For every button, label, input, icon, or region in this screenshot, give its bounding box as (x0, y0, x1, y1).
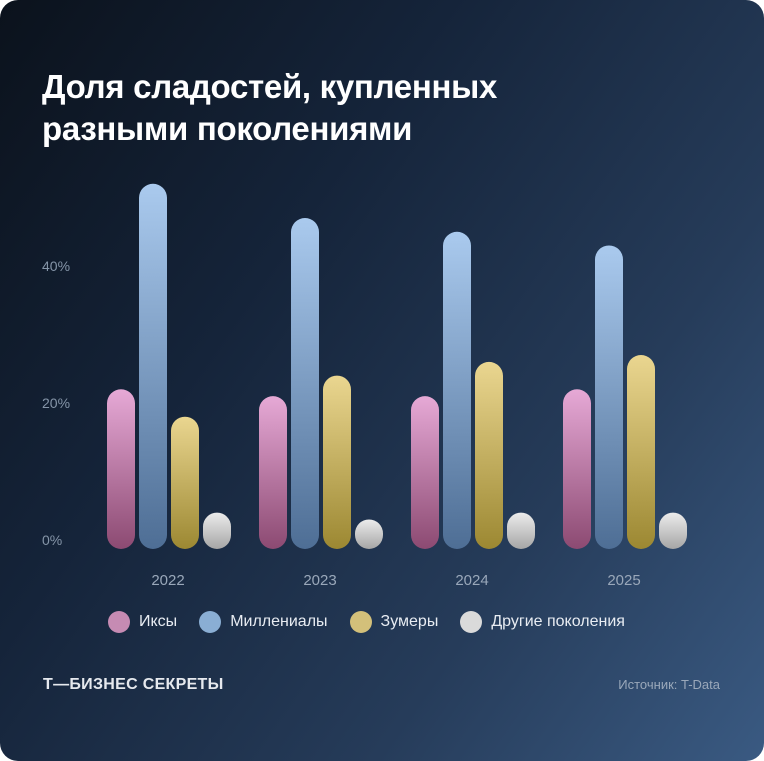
bar-Миллениалы-2025 (595, 245, 623, 549)
title-line-1: Доля сладостей, купленных (42, 68, 498, 105)
bar-chart: 0% 20% 40% 2022 2023 2024 2025 (42, 183, 687, 589)
x-tick-label: 2024 (455, 572, 488, 589)
title-line-2: разными поколениями (42, 110, 413, 147)
bar-Миллениалы-2023 (291, 218, 319, 550)
bar-Иксы-2025 (563, 389, 591, 549)
bar-Другие поколения-2023 (355, 519, 383, 549)
bar-Зумеры-2022 (171, 416, 199, 549)
legend-label: Зумеры (380, 613, 439, 630)
bar-Иксы-2022 (107, 389, 135, 549)
legend-label: Миллениалы (230, 613, 328, 630)
legend-swatch (108, 611, 130, 633)
y-tick-label: 0% (42, 532, 62, 548)
legend: Иксы Миллениалы Зумеры Другие поколения (108, 611, 625, 633)
legend-swatch (460, 611, 483, 633)
bar-Иксы-2023 (259, 396, 287, 549)
bar-Зумеры-2025 (627, 355, 655, 549)
bar-Зумеры-2023 (323, 375, 351, 549)
legend-swatch (199, 611, 222, 633)
legend-item: Другие поколения (460, 611, 625, 633)
legend-label: Иксы (139, 613, 178, 630)
source-note: Источник: T-Data (618, 677, 720, 692)
x-tick-label: 2025 (607, 572, 640, 589)
chart-title: Доля сладостей, купленных разными поколе… (42, 66, 497, 150)
bar-Другие поколения-2024 (507, 512, 535, 549)
legend-item: Зумеры (349, 611, 439, 633)
brand-logo: Т—БИЗНЕС СЕКРЕТЫ (43, 676, 224, 693)
bar-Другие поколения-2022 (203, 512, 231, 549)
legend-label: Другие поколения (491, 613, 625, 630)
bar-Другие поколения-2025 (659, 512, 687, 549)
bar-Миллениалы-2024 (443, 231, 471, 549)
bar-Иксы-2024 (411, 396, 439, 549)
x-tick-label: 2023 (303, 572, 336, 589)
legend-swatch (349, 611, 372, 633)
legend-item: Иксы (108, 611, 177, 633)
legend-item: Миллениалы (199, 611, 328, 633)
bar-Зумеры-2024 (475, 361, 503, 549)
y-tick-label: 20% (42, 395, 70, 411)
bar-Миллениалы-2022 (139, 183, 167, 550)
x-tick-label: 2022 (151, 572, 184, 589)
y-tick-label: 40% (42, 258, 70, 274)
